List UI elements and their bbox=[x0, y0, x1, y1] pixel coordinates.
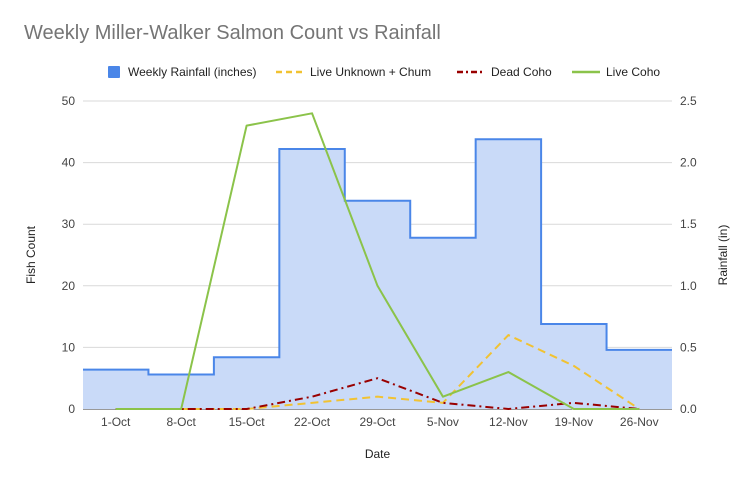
y-tick-label: 50 bbox=[62, 94, 76, 108]
y-tick-label: 20 bbox=[62, 279, 76, 293]
rainfall-step-line bbox=[83, 138, 672, 376]
legend-label: Live Coho bbox=[606, 65, 660, 79]
series-line-2 bbox=[115, 377, 640, 410]
x-tick-label: 1-Oct bbox=[101, 415, 131, 429]
y2-tick-label: 0.5 bbox=[680, 340, 697, 354]
y2-axis-title: Rainfall (in) bbox=[716, 225, 730, 286]
legend-label: Weekly Rainfall (inches) bbox=[128, 65, 257, 79]
y2-tick-label: 1.0 bbox=[680, 279, 697, 293]
y-tick-label: 30 bbox=[62, 217, 76, 231]
x-tick-label: 26-Nov bbox=[620, 415, 659, 429]
legend-label: Dead Coho bbox=[491, 65, 552, 79]
y2-tick-label: 2.5 bbox=[680, 94, 697, 108]
x-tick-label: 22-Oct bbox=[294, 415, 331, 429]
y2-tick-label: 0.0 bbox=[680, 402, 697, 416]
y-axis-title: Fish Count bbox=[24, 225, 38, 284]
y2-tick-label: 2.0 bbox=[680, 156, 697, 170]
x-tick-label: 12-Nov bbox=[489, 415, 528, 429]
y-tick-label: 10 bbox=[62, 340, 76, 354]
x-tick-label: 5-Nov bbox=[427, 415, 459, 429]
y-tick-label: 0 bbox=[68, 402, 75, 416]
chart-title: Weekly Miller-Walker Salmon Count vs Rai… bbox=[24, 22, 441, 44]
x-tick-label: 8-Oct bbox=[166, 415, 196, 429]
series-line-1 bbox=[115, 334, 640, 410]
y-tick-label: 40 bbox=[62, 156, 76, 170]
x-tick-label: 19-Nov bbox=[554, 415, 593, 429]
x-tick-label: 29-Oct bbox=[359, 415, 396, 429]
y2-tick-label: 1.5 bbox=[680, 217, 697, 231]
x-axis-title: Date bbox=[365, 447, 391, 461]
series-line-3 bbox=[115, 112, 640, 410]
x-tick-label: 15-Oct bbox=[229, 415, 266, 429]
rainfall-area bbox=[83, 139, 672, 409]
legend-swatch bbox=[108, 66, 120, 78]
legend-label: Live Unknown + Chum bbox=[310, 65, 431, 79]
